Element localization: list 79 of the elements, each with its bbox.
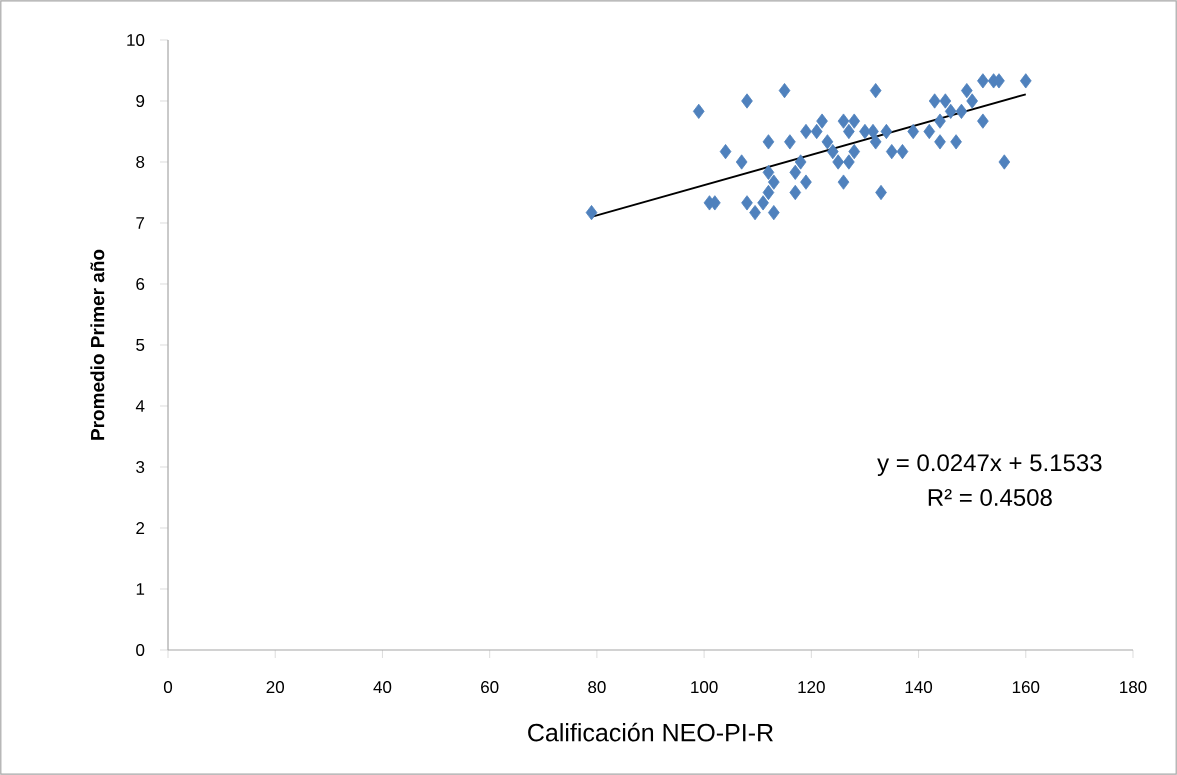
point: [784, 134, 796, 150]
point: [928, 93, 941, 109]
point: [934, 113, 946, 129]
point: [762, 134, 775, 150]
point: [768, 205, 780, 221]
point: [778, 83, 791, 99]
y-tick-label: 6: [136, 277, 145, 290]
point: [837, 113, 850, 129]
point: [800, 174, 812, 190]
point: [843, 154, 855, 170]
y-tick-label: 8: [136, 155, 145, 168]
x-tick-label: 180: [1120, 681, 1147, 694]
annotation: y = 0.0247x + 5.1533: [877, 454, 1102, 477]
y-axis-title: Promedio Primer año: [90, 249, 105, 440]
y-tick-label: 2: [136, 522, 145, 534]
point: [832, 154, 844, 170]
point: [875, 184, 887, 201]
point: [794, 154, 807, 170]
point: [749, 205, 761, 221]
point: [961, 83, 973, 99]
point: [869, 83, 882, 99]
point: [977, 73, 989, 89]
y-tick-label: 0: [136, 643, 145, 656]
point: [869, 134, 882, 150]
point: [837, 174, 850, 190]
annotation: R² = 0.4508: [928, 489, 1052, 506]
point: [907, 123, 919, 140]
y-tick-label: 3: [136, 460, 145, 473]
x-tick-label: 20: [266, 681, 285, 694]
point: [768, 174, 780, 190]
point: [789, 164, 802, 180]
point: [741, 195, 753, 211]
point: [762, 184, 775, 201]
point: [719, 144, 732, 160]
point: [966, 93, 978, 109]
point: [741, 93, 753, 109]
y-tick-label: 10: [127, 33, 145, 46]
x-tick-label: 140: [905, 681, 933, 694]
y-tick-label: 7: [136, 217, 145, 229]
point: [934, 134, 946, 150]
x-axis-title: Calificación NEO-PI-R: [528, 722, 773, 742]
point: [692, 103, 705, 119]
y-tick-label: 9: [136, 94, 145, 107]
y-tick-label: 1: [136, 583, 145, 595]
x-tick-label: 0: [163, 681, 173, 694]
point: [821, 134, 834, 150]
x-tick-label: 60: [481, 681, 499, 694]
point: [735, 154, 748, 170]
point: [885, 144, 898, 160]
x-tick-label: 120: [798, 681, 825, 694]
point: [816, 113, 828, 129]
point: [896, 144, 909, 160]
point: [859, 123, 871, 140]
point: [789, 184, 802, 201]
point: [977, 113, 989, 129]
point: [585, 205, 598, 221]
point: [880, 123, 893, 140]
point: [998, 154, 1011, 170]
y-tick-label: 5: [136, 339, 145, 351]
x-tick-label: 100: [691, 681, 718, 694]
point: [800, 123, 812, 140]
point: [762, 164, 775, 180]
point: [955, 103, 968, 119]
x-tick-label: 40: [373, 681, 392, 694]
point: [848, 144, 861, 160]
x-tick-label: 80: [588, 681, 606, 694]
point: [923, 123, 936, 140]
point: [826, 144, 839, 160]
point: [757, 195, 769, 211]
point: [950, 134, 962, 150]
x-tick-label: 160: [1012, 681, 1040, 694]
point: [944, 103, 957, 119]
point: [848, 113, 861, 129]
point: [939, 93, 952, 109]
point: [810, 123, 823, 140]
y-tick-label: 4: [135, 400, 145, 412]
point: [867, 123, 879, 140]
point: [843, 123, 855, 140]
point: [1019, 73, 1032, 89]
